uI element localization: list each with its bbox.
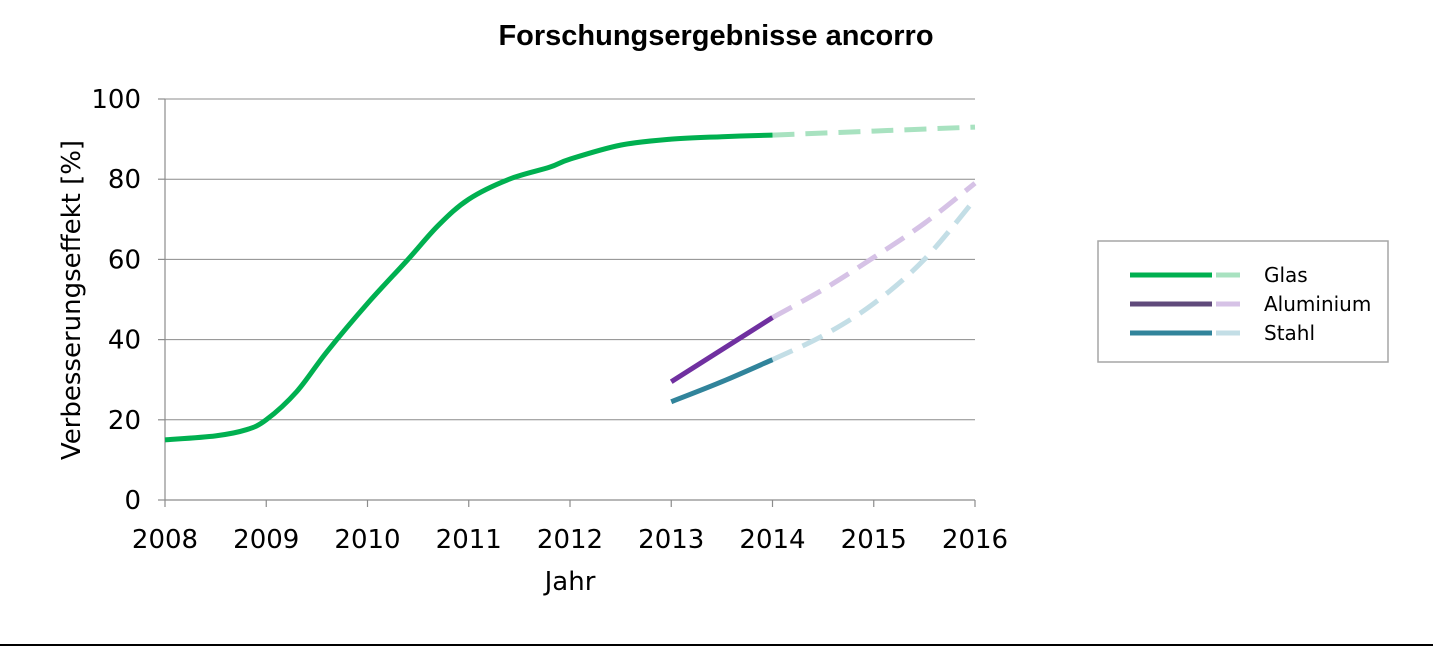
- series-stahl-projection-line: [771, 197, 977, 362]
- legend-label-aluminium: Aluminium: [1264, 292, 1371, 316]
- x-tick-label: 2008: [132, 525, 198, 555]
- y-tick-label: 40: [108, 326, 141, 356]
- y-tick-label: 20: [108, 406, 141, 436]
- x-tick-label: 2014: [739, 525, 805, 555]
- series-stahl-line: [670, 357, 774, 405]
- y-tick-label: 100: [91, 85, 141, 115]
- x-tick-label: 2013: [638, 525, 704, 555]
- axes: 0 20 40 60 80 100 2008 2009 2010 2011 2012 2013 2014…: [91, 85, 1008, 555]
- y-tick-label: 60: [108, 245, 141, 275]
- chart-title: Forschungsergebnisse ancorro: [498, 20, 933, 52]
- x-tick-label: 2010: [334, 525, 400, 555]
- x-tick-label: 2012: [537, 525, 603, 555]
- series-glas-line: [164, 132, 773, 443]
- x-axis-label: Jahr: [543, 567, 596, 597]
- y-axis-label: Verbesserungseffekt [%]: [57, 140, 87, 460]
- legend-label-stahl: Stahl: [1264, 321, 1315, 345]
- series-aluminium-line: [669, 315, 774, 384]
- y-tick-label: 0: [124, 486, 141, 516]
- legend: Glas Aluminium Stahl: [1097, 240, 1389, 363]
- series-lines: [164, 124, 977, 443]
- series-glas-projection-line: [772, 124, 976, 138]
- x-tick-label: 2009: [233, 525, 299, 555]
- series-aluminium-projection-line: [771, 181, 977, 320]
- legend-item-stahl: Stahl: [1130, 321, 1315, 345]
- x-tick-label: 2011: [436, 525, 502, 555]
- legend-item-glas: Glas: [1130, 263, 1308, 287]
- grid: [165, 98, 975, 421]
- x-tick-label: 2016: [942, 525, 1008, 555]
- x-tick-label: 2015: [841, 525, 907, 555]
- legend-label-glas: Glas: [1264, 263, 1308, 287]
- y-tick-label: 80: [108, 165, 141, 195]
- legend-item-aluminium: Aluminium: [1130, 292, 1371, 316]
